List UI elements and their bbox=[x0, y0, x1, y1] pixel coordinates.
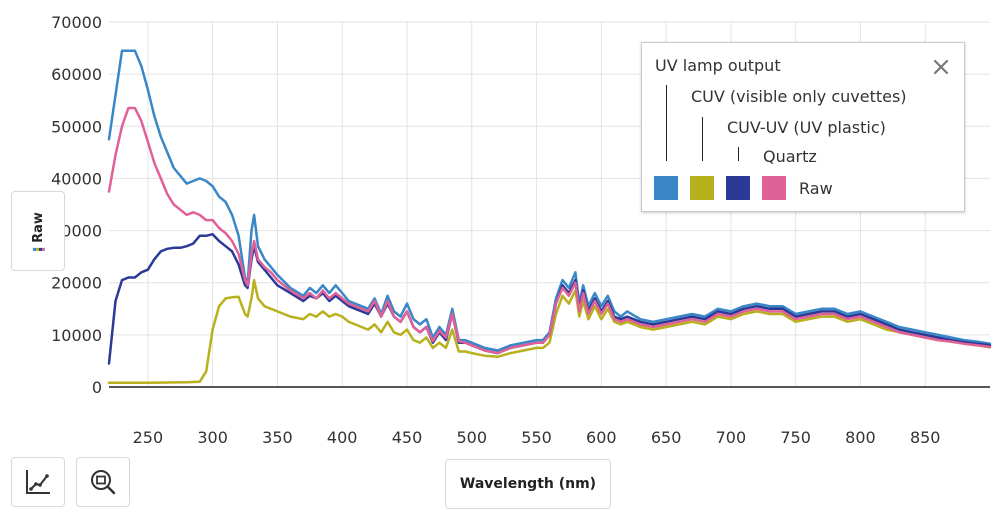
legend-swatch-4[interactable] bbox=[762, 176, 786, 200]
y-axis-label-button[interactable]: Raw bbox=[11, 191, 65, 271]
x-tick-label: 850 bbox=[910, 428, 941, 447]
x-tick-label: 600 bbox=[586, 428, 617, 447]
legend-title: UV lamp output bbox=[655, 56, 781, 75]
x-tick-label: 350 bbox=[262, 428, 293, 447]
x-tick-label: 650 bbox=[651, 428, 682, 447]
x-axis-label: Wavelength (nm) bbox=[459, 476, 597, 492]
legend-panel: UV lamp output CUV (visible only cuvette… bbox=[641, 42, 965, 212]
series-line-3 bbox=[107, 232, 992, 365]
chart-tool-button[interactable] bbox=[11, 457, 65, 507]
x-tick-label: 750 bbox=[780, 428, 811, 447]
y-tick-label: 40000 bbox=[51, 169, 102, 188]
series-line-4 bbox=[107, 106, 992, 355]
series-line-2 bbox=[107, 278, 992, 385]
legend-connector-2 bbox=[702, 117, 703, 161]
legend-swatch-3[interactable] bbox=[726, 176, 750, 200]
zoom-reset-icon bbox=[91, 470, 116, 495]
legend-entry-cuv-uv: CUV-UV (UV plastic) bbox=[727, 118, 886, 137]
legend-entry-raw: Raw bbox=[799, 179, 833, 198]
series-layer bbox=[107, 49, 992, 385]
legend-connector-1 bbox=[666, 85, 667, 161]
y-tick-label: 70000 bbox=[51, 13, 102, 32]
legend-entry-cuv: CUV (visible only cuvettes) bbox=[691, 87, 907, 106]
y-tick-label: 50000 bbox=[51, 117, 102, 136]
x-tick-labels: 250 300 350 400 450 500 550 600 650 700 750 800 850 bbox=[133, 428, 941, 447]
x-tick-label: 450 bbox=[392, 428, 423, 447]
y-axis-series-swatch bbox=[31, 247, 44, 251]
y-tick-label: 0 bbox=[92, 378, 102, 397]
x-tick-label: 300 bbox=[197, 428, 228, 447]
legend-connector-3 bbox=[738, 147, 739, 161]
legend-entry-quartz: Quartz bbox=[763, 147, 817, 166]
y-axis-label: Raw bbox=[30, 211, 46, 243]
line-chart-icon bbox=[26, 470, 50, 494]
legend-swatch-1[interactable] bbox=[654, 176, 678, 200]
legend-swatch-2[interactable] bbox=[690, 176, 714, 200]
x-tick-label: 550 bbox=[521, 428, 552, 447]
y-tick-label: 20000 bbox=[51, 274, 102, 293]
x-tick-label: 700 bbox=[716, 428, 747, 447]
x-axis-label-button[interactable]: Wavelength (nm) bbox=[445, 459, 611, 509]
x-tick-label: 800 bbox=[845, 428, 876, 447]
close-icon[interactable] bbox=[932, 58, 950, 76]
y-tick-label: 10000 bbox=[51, 326, 102, 345]
x-tick-label: 500 bbox=[456, 428, 487, 447]
zoom-reset-button[interactable] bbox=[76, 457, 130, 507]
y-tick-label: 60000 bbox=[51, 65, 102, 84]
x-tick-label: 400 bbox=[327, 428, 358, 447]
x-tick-label: 250 bbox=[133, 428, 164, 447]
